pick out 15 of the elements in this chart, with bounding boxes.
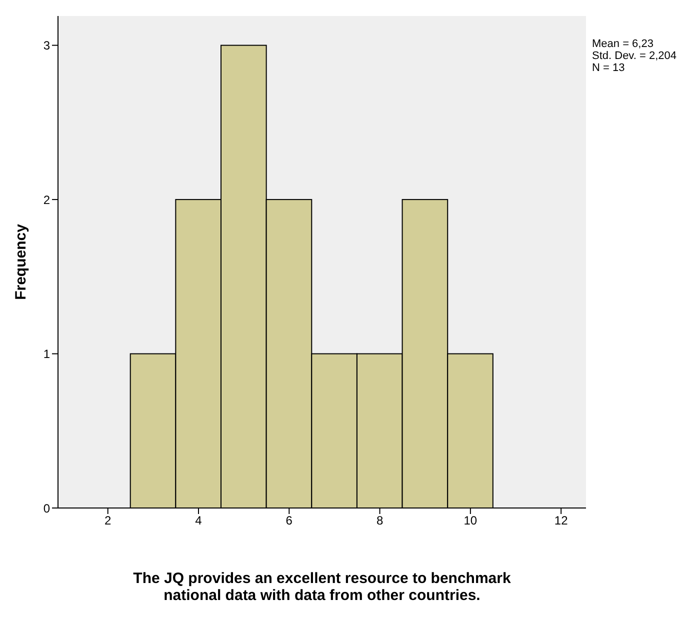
y-tick-label: 3 (43, 38, 50, 53)
x-tick-label: 2 (104, 514, 112, 528)
y-axis-title: Frequency (12, 223, 30, 300)
y-tick-label: 0 (43, 501, 50, 516)
text: Mean = 6,23 (592, 38, 654, 50)
text: Std. Dev. = 2,204 (592, 50, 676, 62)
y-tick-label: 1 (43, 347, 50, 362)
x-tick-label: 4 (195, 514, 202, 528)
x-tick-label: 8 (376, 514, 384, 528)
x-axis-title: The JQ provides an excellent resource to benchmark national data with data from other countries. (132, 570, 512, 604)
y-tick-label: 2 (43, 192, 50, 207)
x-tick-label: 6 (286, 514, 293, 528)
x-tick-label: 12 (554, 514, 568, 528)
text: N = 13 (592, 62, 626, 74)
x-tick-label: 10 (464, 514, 478, 528)
